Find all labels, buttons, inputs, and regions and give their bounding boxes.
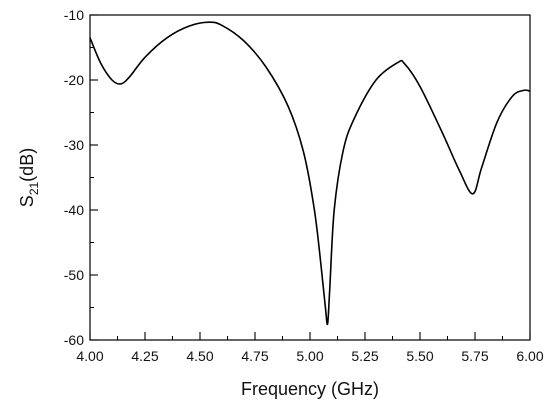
x-tick-label: 4.25	[131, 348, 158, 364]
plot-area-frame	[89, 14, 531, 341]
x-tick-label: 5.25	[351, 348, 378, 364]
x-tick-labels: 4.00 4.25 4.50 4.75 5.00 5.25 5.50 5.75 6.00	[76, 348, 543, 364]
y-tick-label: -10	[64, 7, 84, 23]
y-tick-label: -50	[64, 267, 84, 283]
y-tick-label: -60	[64, 332, 84, 348]
x-tick-label: 5.50	[406, 348, 433, 364]
x-tick-label: 5.00	[296, 348, 323, 364]
x-tick-label: 6.00	[516, 348, 543, 364]
y-tick-label: -30	[64, 137, 84, 153]
x-axis-title: Frequency (GHz)	[241, 379, 379, 399]
y-axis-title-subscript: 21	[27, 182, 41, 196]
y-axis-title-unit: (dB)	[17, 148, 37, 182]
y-tick-label: -40	[64, 202, 84, 218]
y-axis-title-main: S	[17, 195, 37, 207]
x-tick-label: 4.50	[186, 348, 213, 364]
x-axis-ticks	[89, 332, 531, 340]
s21-series-line	[89, 21, 531, 326]
x-tick-label: 5.75	[461, 348, 488, 364]
x-tick-label: 4.75	[241, 348, 268, 364]
y-tick-label: -20	[64, 72, 84, 88]
y-axis-title: S21(dB)	[17, 148, 41, 207]
y-tick-labels: -60 -50 -40 -30 -20 -10	[64, 7, 84, 348]
y-axis-ticks	[90, 14, 98, 341]
x-tick-label: 4.00	[76, 348, 103, 364]
